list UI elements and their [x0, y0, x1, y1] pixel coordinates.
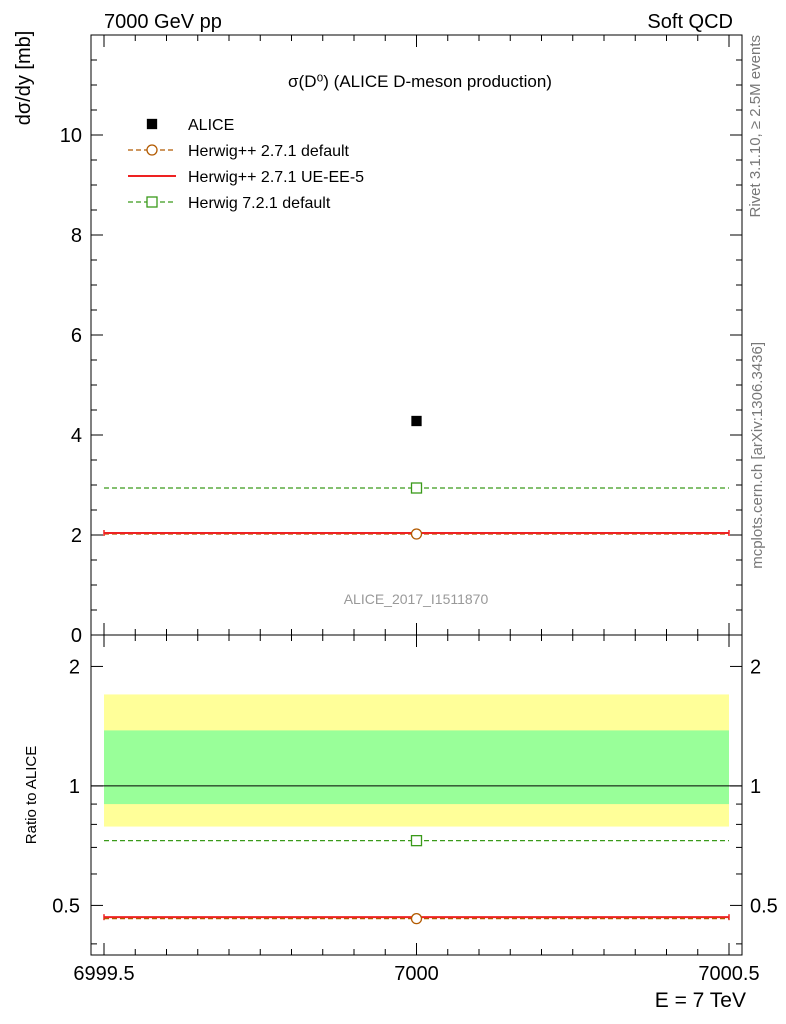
main-ylabel: dσ/dy [mb] — [13, 31, 35, 126]
ratio-ticks — [91, 635, 742, 955]
plot-title: σ(D⁰) (ALICE D-meson production) — [288, 72, 552, 91]
legend-label: Herwig++ 2.7.1 default — [188, 143, 350, 160]
legend-marker-circle — [146, 144, 158, 156]
header-left: 7000 GeV pp — [104, 11, 222, 33]
main-ytick-label: 8 — [71, 225, 82, 247]
main-minor-ticks — [91, 59, 742, 611]
ratio-band-inner — [104, 730, 729, 805]
ratio-ytick-label-left: 2 — [69, 656, 80, 678]
ratio-ylabel: Ratio to ALICE — [23, 746, 40, 844]
xlabel: E = 7 TeV — [655, 989, 746, 1012]
ratio-ytick-labels: 0.5 0.5 1 1 2 2 — [52, 656, 778, 917]
rivet-label: Rivet 3.1.10, ≥ 2.5M events — [747, 35, 764, 218]
main-ytick-label: 2 — [71, 525, 82, 547]
ratio-ytick-label-right: 2 — [750, 656, 761, 678]
main-panel: 0 2 4 6 8 10 σ(D⁰) (ALICE D-meson production)… — [13, 31, 743, 647]
main-ytick-label: 0 — [71, 625, 82, 647]
data-point-alice — [411, 415, 422, 427]
ratio-point-circle — [410, 913, 423, 925]
xtick-label: 7000 — [394, 963, 439, 985]
legend-label: Herwig++ 2.7.1 UE-EE-5 — [188, 169, 364, 186]
legend-marker-alice — [146, 118, 158, 130]
mcplots-label: mcplots.cern.ch [arXiv:1306.3436] — [749, 342, 766, 569]
main-series — [103, 415, 730, 540]
legend-label: ALICE — [188, 117, 234, 134]
data-point-square — [410, 482, 423, 494]
ratio-point-square — [410, 834, 423, 847]
main-ytick-label: 6 — [71, 325, 82, 347]
ratio-panel: 0.5 0.5 1 1 2 2 6999.5 7000 7000.5 Ratio to ALI… — [23, 634, 778, 1012]
ratio-bands — [104, 694, 729, 827]
xtick-label: 7000.5 — [698, 963, 759, 985]
main-ytick-label: 10 — [60, 125, 82, 147]
legend: ALICE Herwig++ 2.7.1 default Herwig++ 2.7.… — [128, 117, 364, 212]
legend-marker-square — [146, 196, 158, 208]
ratio-ytick-label-left: 0.5 — [52, 895, 80, 917]
header-right: Soft QCD — [647, 11, 733, 33]
analysis-watermark: ALICE_2017_I1511870 — [344, 591, 489, 607]
ratio-ytick-label-right: 0.5 — [750, 895, 778, 917]
ratio-ytick-label-left: 1 — [69, 776, 80, 798]
legend-label: Herwig 7.2.1 default — [188, 195, 331, 212]
data-point-circle — [410, 528, 423, 540]
xtick-label: 6999.5 — [73, 963, 134, 985]
ratio-ytick-label-right: 1 — [750, 776, 761, 798]
main-ytick-labels: 0 2 4 6 8 10 — [60, 125, 82, 647]
ratio-series — [103, 834, 730, 925]
main-ytick-label: 4 — [71, 425, 82, 447]
xtick-labels: 6999.5 7000 7000.5 — [73, 963, 759, 985]
